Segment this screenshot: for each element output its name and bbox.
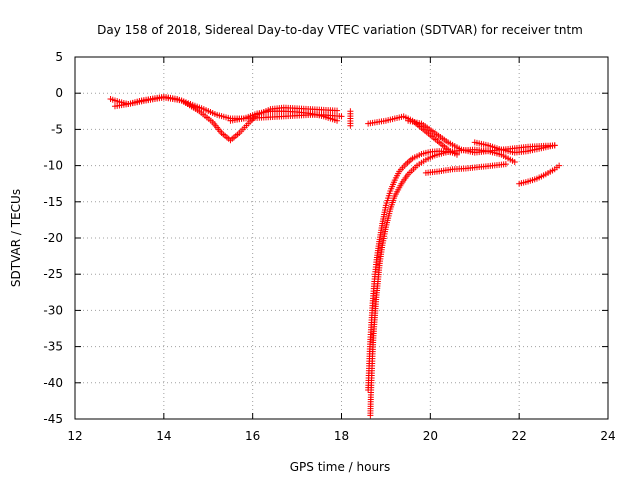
y-tick-label: -10 — [43, 159, 63, 173]
y-tick-label: -20 — [43, 231, 63, 245]
y-tick-labels: 5 0 -5 -10 -15 -20 -25 -30 -35 -40 -45 — [43, 50, 63, 426]
x-axis-label: GPS time / hours — [290, 460, 391, 474]
series-track-k — [516, 162, 563, 187]
y-tick-label: 0 — [55, 86, 63, 100]
x-tick-label: 22 — [512, 429, 527, 443]
x-tick-label: 18 — [334, 429, 349, 443]
x-tick-label: 16 — [245, 429, 260, 443]
grid-layer — [75, 57, 608, 419]
chart-title: Day 158 of 2018, Sidereal Day-to-day VTE… — [97, 23, 583, 37]
y-tick-label: -25 — [43, 267, 63, 281]
series-track-c — [227, 108, 341, 124]
x-tick-label: 14 — [156, 429, 171, 443]
data-point-marker — [556, 162, 563, 169]
data-points-layer — [107, 93, 563, 419]
series-track-h — [405, 117, 558, 156]
y-axis-label: SDTVAR / TECUs — [9, 189, 23, 287]
y-tick-label: -15 — [43, 195, 63, 209]
x-tick-label: 20 — [423, 429, 438, 443]
y-tick-label: -40 — [43, 376, 63, 390]
y-tick-label: -35 — [43, 340, 63, 354]
data-point-marker — [453, 151, 460, 158]
data-point-marker — [502, 161, 509, 168]
data-point-marker — [334, 107, 341, 114]
x-tick-label: 24 — [600, 429, 615, 443]
data-point-marker — [347, 122, 354, 129]
x-tick-labels: 12 14 16 18 20 22 24 — [67, 429, 615, 443]
x-tick-label: 12 — [67, 429, 82, 443]
data-point-marker — [511, 158, 518, 165]
ticks-layer — [74, 56, 609, 420]
y-tick-label: -5 — [51, 122, 63, 136]
series-track-i — [422, 161, 509, 176]
series-track-a — [107, 93, 345, 122]
data-point-marker — [551, 142, 558, 149]
series-track-e — [367, 146, 518, 419]
y-tick-label: -45 — [43, 412, 63, 426]
data-point-marker — [338, 113, 345, 120]
series-track-g — [365, 113, 460, 158]
data-point-marker — [334, 117, 341, 124]
y-tick-label: 5 — [55, 50, 63, 64]
series-track-j — [471, 139, 558, 156]
series-track-d — [347, 108, 354, 129]
y-tick-label: -30 — [43, 303, 63, 317]
